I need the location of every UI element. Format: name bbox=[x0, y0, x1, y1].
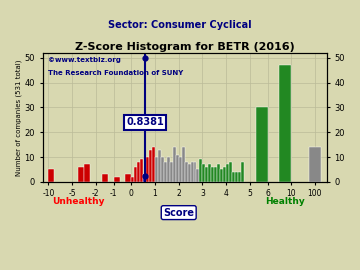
Bar bbox=[143, 174, 146, 182]
Bar bbox=[131, 177, 134, 182]
Text: Score: Score bbox=[163, 208, 194, 218]
Bar bbox=[202, 164, 205, 182]
Y-axis label: Number of companies (531 total): Number of companies (531 total) bbox=[15, 59, 22, 176]
Bar bbox=[194, 162, 197, 182]
Text: The Research Foundation of SUNY: The Research Foundation of SUNY bbox=[48, 70, 184, 76]
Bar bbox=[164, 162, 167, 182]
Bar bbox=[170, 162, 173, 182]
Bar bbox=[211, 167, 214, 182]
Bar bbox=[235, 172, 238, 182]
Bar bbox=[256, 107, 267, 182]
Bar bbox=[229, 162, 232, 182]
Text: 0.8381: 0.8381 bbox=[126, 117, 164, 127]
Bar bbox=[134, 167, 137, 182]
Bar bbox=[78, 167, 84, 182]
Bar bbox=[188, 164, 190, 182]
Bar bbox=[197, 169, 199, 182]
Bar bbox=[217, 164, 220, 182]
Bar bbox=[84, 164, 90, 182]
Bar bbox=[241, 162, 244, 182]
Bar bbox=[167, 157, 170, 182]
Bar bbox=[49, 169, 54, 182]
Bar bbox=[176, 154, 179, 182]
Bar bbox=[152, 147, 155, 182]
Bar bbox=[125, 174, 131, 182]
Title: Z-Score Histogram for BETR (2016): Z-Score Histogram for BETR (2016) bbox=[75, 42, 294, 52]
Bar bbox=[185, 162, 188, 182]
Bar bbox=[179, 157, 182, 182]
Bar bbox=[220, 169, 223, 182]
Bar bbox=[102, 174, 108, 182]
Bar bbox=[238, 172, 241, 182]
Bar bbox=[149, 150, 152, 182]
Bar bbox=[173, 147, 176, 182]
Text: Unhealthy: Unhealthy bbox=[52, 197, 104, 206]
Bar bbox=[223, 167, 226, 182]
Text: ©www.textbiz.org: ©www.textbiz.org bbox=[48, 57, 121, 63]
Bar bbox=[309, 147, 321, 182]
Bar bbox=[190, 162, 194, 182]
Bar bbox=[205, 167, 208, 182]
Bar bbox=[140, 160, 143, 182]
Bar bbox=[279, 65, 291, 182]
Bar bbox=[226, 164, 229, 182]
Bar bbox=[199, 160, 202, 182]
Bar bbox=[158, 150, 161, 182]
Bar bbox=[137, 162, 140, 182]
Bar bbox=[208, 164, 211, 182]
Text: Sector: Consumer Cyclical: Sector: Consumer Cyclical bbox=[108, 20, 252, 30]
Bar bbox=[161, 157, 164, 182]
Bar bbox=[155, 157, 158, 182]
Bar bbox=[232, 172, 235, 182]
Bar bbox=[214, 167, 217, 182]
Bar bbox=[146, 157, 149, 182]
Bar bbox=[114, 177, 120, 182]
Bar bbox=[182, 147, 185, 182]
Text: Healthy: Healthy bbox=[265, 197, 305, 206]
